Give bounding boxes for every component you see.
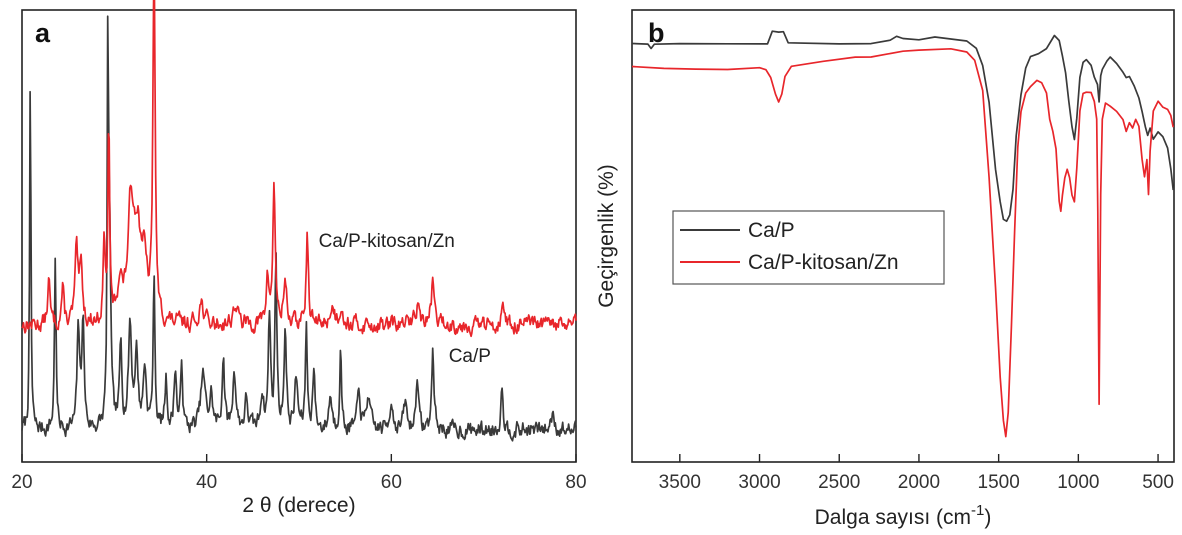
- panel-a-x-ticks: 20 40 60 80: [11, 454, 587, 493]
- panel-b-x-tick-label-2000: 2000: [898, 472, 940, 493]
- panel-a-series-ca-p-kitosan-zn: [21, 0, 577, 338]
- panel-a-series: [21, 0, 577, 442]
- panel-b-label: b: [648, 18, 665, 48]
- panel-b-x-tick-label-2500: 2500: [818, 472, 860, 493]
- panel-a-x-axis-label: 2 θ (derece): [242, 494, 355, 517]
- legend-box: [672, 210, 945, 285]
- panel-a-plot-frame: [21, 9, 577, 463]
- panel-a-series-label-ca-p-kitosan-zn: Ca/P-kitosan/Zn: [319, 231, 455, 252]
- panel-a-series-ca-p: [21, 15, 577, 442]
- panel-b: 3500 3000 2500 2000 1500 1000 500 b Dalga sayı…: [595, 9, 1175, 529]
- panel-a-label: a: [35, 18, 51, 48]
- panel-a-series-label-ca-p: Ca/P: [449, 346, 491, 367]
- panel-b-x-tick-label-3000: 3000: [738, 472, 780, 493]
- panel-b-x-tick-label-1000: 1000: [1057, 472, 1099, 493]
- panel-a-x-tick-label-60: 60: [381, 472, 402, 493]
- panel-b-series-ca-p-kitosan-zn: [631, 47, 1175, 438]
- panel-b-y-axis-label: Geçirgenlik (%): [595, 164, 618, 308]
- legend-label-ca-p: Ca/P: [748, 219, 795, 242]
- panel-a-x-tick-label-40: 40: [196, 472, 217, 493]
- panel-b-x-ticks: 3500 3000 2500 2000 1500 1000 500: [659, 454, 1174, 493]
- panel-b-x-axis-label: Dalga sayısı (cm-1): [815, 502, 992, 529]
- panel-b-x-tick-label-500: 500: [1142, 472, 1174, 493]
- legend-label-ca-p-kitosan-zn: Ca/P-kitosan/Zn: [748, 251, 899, 274]
- panel-b-x-tick-label-1500: 1500: [978, 472, 1020, 493]
- panel-b-series: [631, 30, 1175, 438]
- panel-a-series-labels: Ca/P-kitosan/Zn Ca/P: [319, 231, 491, 367]
- panel-b-x-tick-label-3500: 3500: [659, 472, 701, 493]
- panel-b-plot-frame: [631, 9, 1175, 463]
- panel-b-legend: Ca/P Ca/P-kitosan/Zn: [672, 210, 945, 285]
- panel-a: 20 40 60 80 a 2 θ (derece) Ca/P-kitosan/ZnC…: [11, 0, 587, 517]
- panel-b-series-ca-p: [631, 30, 1175, 223]
- panel-a-x-tick-label-20: 20: [11, 472, 32, 493]
- panel-a-x-tick-label-80: 80: [565, 472, 586, 493]
